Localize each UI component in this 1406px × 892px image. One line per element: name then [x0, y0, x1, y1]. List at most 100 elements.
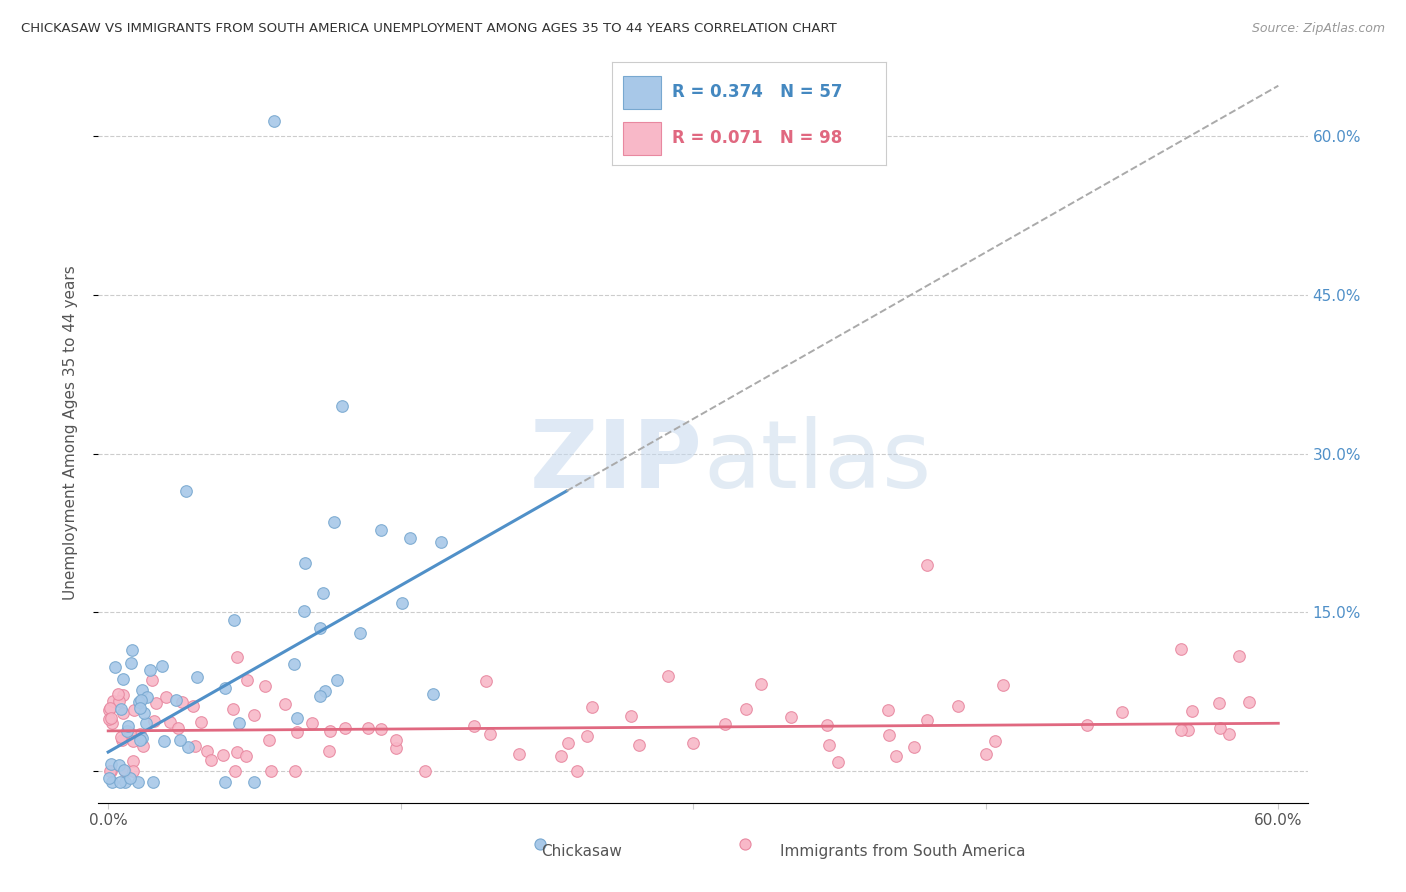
- Point: [243, 774, 266, 789]
- Point: [110, 730, 132, 744]
- Point: [135, 716, 157, 731]
- Point: [108, 758, 131, 772]
- Point: [550, 749, 572, 764]
- Point: [150, 659, 173, 673]
- Point: [97, 702, 120, 716]
- Point: [120, 657, 142, 671]
- Point: [285, 725, 308, 739]
- Point: [159, 715, 181, 730]
- Point: [111, 706, 134, 721]
- Point: [415, 764, 437, 778]
- Point: [174, 483, 197, 498]
- Point: [294, 556, 316, 570]
- Point: [734, 702, 756, 716]
- Point: [184, 739, 207, 753]
- Point: [120, 772, 142, 786]
- Point: [183, 699, 205, 714]
- Point: [815, 718, 838, 732]
- Point: [817, 738, 839, 752]
- Point: [983, 734, 1005, 748]
- Point: [879, 728, 901, 742]
- Bar: [623, 76, 661, 109]
- Point: [214, 681, 236, 695]
- Point: [101, 774, 124, 789]
- Point: [301, 715, 323, 730]
- Point: [235, 749, 257, 764]
- Point: [190, 714, 212, 729]
- Point: [1227, 648, 1250, 663]
- Point: [134, 706, 156, 720]
- Text: Immigrants from South America: Immigrants from South America: [780, 845, 1026, 859]
- Point: [903, 739, 925, 754]
- Point: [100, 711, 122, 725]
- Point: [214, 774, 236, 789]
- Text: R = 0.374   N = 57: R = 0.374 N = 57: [672, 83, 842, 101]
- Point: [98, 764, 121, 778]
- Point: [1111, 705, 1133, 719]
- Point: [309, 689, 332, 703]
- Point: [479, 727, 502, 741]
- Point: [98, 772, 121, 786]
- Text: ZIP: ZIP: [530, 417, 703, 508]
- Point: [948, 699, 970, 714]
- Point: [200, 753, 222, 767]
- Point: [357, 721, 380, 735]
- Point: [917, 714, 939, 728]
- Text: Source: ZipAtlas.com: Source: ZipAtlas.com: [1251, 22, 1385, 36]
- Point: [620, 709, 643, 723]
- Point: [228, 716, 250, 731]
- Point: [463, 718, 485, 732]
- Point: [1177, 723, 1199, 737]
- Point: [274, 698, 297, 712]
- Point: [129, 693, 152, 707]
- Point: [877, 703, 900, 717]
- Point: [221, 701, 243, 715]
- Point: [224, 764, 246, 778]
- Point: [308, 621, 330, 635]
- Point: [114, 774, 136, 789]
- Point: [152, 734, 174, 748]
- Point: [257, 733, 280, 747]
- Point: [422, 687, 444, 701]
- Point: [370, 523, 392, 537]
- Point: [827, 756, 849, 770]
- Point: [195, 744, 218, 758]
- Point: [186, 671, 208, 685]
- Point: [430, 535, 453, 549]
- Point: [129, 701, 152, 715]
- Point: [127, 774, 149, 789]
- Point: [122, 734, 145, 748]
- Point: [254, 679, 277, 693]
- Point: [283, 657, 305, 672]
- Point: [114, 764, 136, 778]
- Point: [581, 699, 603, 714]
- Point: [108, 693, 131, 707]
- Point: [103, 694, 125, 708]
- Point: [319, 724, 342, 739]
- Point: [112, 763, 135, 777]
- Point: [349, 626, 371, 640]
- Point: [115, 723, 138, 738]
- Point: [576, 729, 599, 743]
- Point: [1237, 695, 1260, 709]
- Point: [235, 673, 257, 688]
- Point: [314, 684, 336, 698]
- Point: [107, 687, 129, 701]
- Point: [110, 702, 132, 716]
- Point: [225, 745, 247, 759]
- Point: [567, 764, 589, 778]
- Point: [1208, 697, 1230, 711]
- Point: [330, 399, 353, 413]
- Text: R = 0.071   N = 98: R = 0.071 N = 98: [672, 129, 842, 147]
- Point: [385, 733, 408, 747]
- Point: [131, 683, 153, 698]
- Point: [508, 747, 530, 761]
- Point: [242, 708, 264, 723]
- Point: [122, 764, 145, 778]
- Y-axis label: Unemployment Among Ages 35 to 44 years: Unemployment Among Ages 35 to 44 years: [63, 265, 77, 600]
- Point: [141, 673, 163, 687]
- Point: [682, 736, 704, 750]
- Point: [222, 613, 245, 627]
- Point: [98, 700, 121, 714]
- Point: [627, 739, 650, 753]
